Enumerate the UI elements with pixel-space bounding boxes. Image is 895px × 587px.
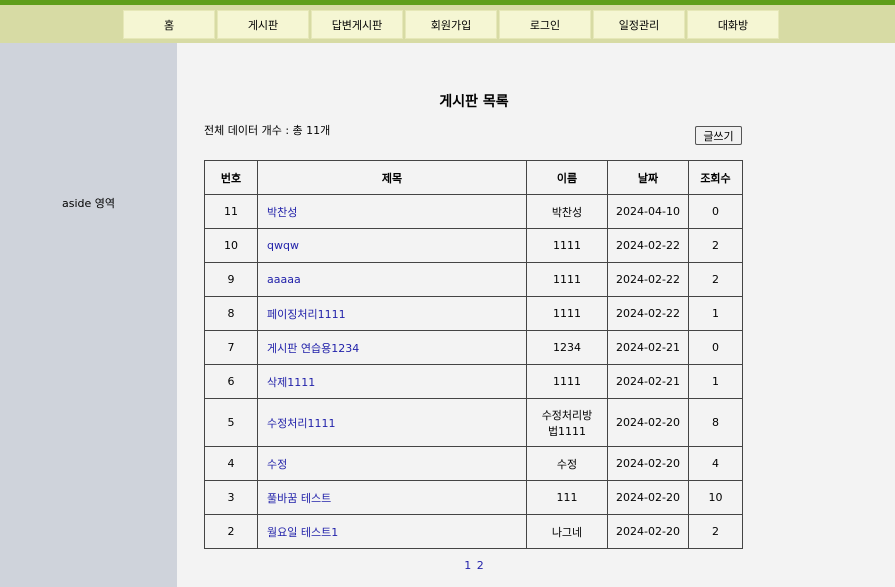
cell-title: 풀바꿈 테스트 (257, 480, 527, 515)
table-row: 9 aaaaa 1111 2024-02-22 2 (204, 262, 743, 297)
table-row: 8 페이징처리1111 1111 2024-02-22 1 (204, 296, 743, 331)
cell-views: 2 (688, 228, 743, 263)
cell-date: 2024-02-20 (607, 514, 689, 549)
page-link-1[interactable]: 1 (464, 559, 472, 572)
table-row: 6 삭제1111 1111 2024-02-21 1 (204, 364, 743, 399)
top-accent-bar (0, 0, 895, 5)
write-button[interactable]: 글쓰기 (695, 126, 742, 145)
cell-date: 2024-04-10 (607, 194, 689, 229)
cell-title: 수정처리1111 (257, 398, 527, 447)
post-title-link[interactable]: 삭제1111 (267, 375, 316, 389)
post-title-link[interactable]: 수정 (267, 457, 288, 471)
post-title-link[interactable]: 페이징처리1111 (267, 307, 346, 321)
top-navigation: 홈 게시판 답변게시판 회원가입 로그인 일정관리 대화방 (0, 5, 895, 43)
aside-panel: aside 영역 (0, 43, 177, 587)
cell-title: 월요일 테스트1 (257, 514, 527, 549)
cell-title: qwqw (257, 228, 527, 263)
cell-date: 2024-02-20 (607, 480, 689, 515)
cell-title: aaaaa (257, 262, 527, 297)
page-link-2[interactable]: 2 (476, 559, 484, 572)
cell-views: 2 (688, 514, 743, 549)
cell-name: 1111 (526, 262, 608, 297)
table-row: 2 월요일 테스트1 나그네 2024-02-20 2 (204, 514, 743, 549)
cell-date: 2024-02-22 (607, 296, 689, 331)
nav-home[interactable]: 홈 (123, 10, 215, 39)
cell-title: 페이징처리1111 (257, 296, 527, 331)
post-title-link[interactable]: 월요일 테스트1 (267, 525, 339, 539)
nav-menu: 홈 게시판 답변게시판 회원가입 로그인 일정관리 대화방 (123, 10, 781, 39)
cell-name: 1111 (526, 228, 608, 263)
post-title-link[interactable]: aaaaa (267, 273, 301, 286)
nav-login[interactable]: 로그인 (499, 10, 591, 39)
cell-name: 1234 (526, 330, 608, 365)
table-row: 4 수정 수정 2024-02-20 4 (204, 446, 743, 481)
cell-title: 박찬성 (257, 194, 527, 229)
total-count: 전체 데이터 개수 : 총 11개 (204, 124, 331, 137)
header-name: 이름 (526, 160, 608, 195)
cell-date: 2024-02-20 (607, 398, 689, 447)
post-title-link[interactable]: 박찬성 (267, 205, 298, 219)
nav-schedule[interactable]: 일정관리 (593, 10, 685, 39)
cell-no: 7 (204, 330, 258, 365)
nav-reply-board[interactable]: 답변게시판 (311, 10, 403, 39)
cell-title: 삭제1111 (257, 364, 527, 399)
table-row: 10 qwqw 1111 2024-02-22 2 (204, 228, 743, 263)
cell-no: 5 (204, 398, 258, 447)
cell-no: 2 (204, 514, 258, 549)
cell-no: 3 (204, 480, 258, 515)
table-row: 11 박찬성 박찬성 2024-04-10 0 (204, 194, 743, 229)
cell-views: 8 (688, 398, 743, 447)
nav-signup[interactable]: 회원가입 (405, 10, 497, 39)
page-title: 게시판 목록 (439, 94, 509, 110)
post-title-link[interactable]: qwqw (267, 239, 299, 252)
cell-name: 1111 (526, 296, 608, 331)
cell-title: 게시판 연습용1234 (257, 330, 527, 365)
cell-views: 2 (688, 262, 743, 297)
post-title-link[interactable]: 게시판 연습용1234 (267, 341, 360, 355)
cell-no: 10 (204, 228, 258, 263)
table-row: 3 풀바꿈 테스트 111 2024-02-20 10 (204, 480, 743, 515)
cell-views: 0 (688, 194, 743, 229)
cell-name: 111 (526, 480, 608, 515)
cell-name: 나그네 (526, 514, 608, 549)
pagination: 1 2 (204, 559, 744, 572)
header-views: 조회수 (688, 160, 743, 195)
cell-date: 2024-02-22 (607, 262, 689, 297)
cell-name: 수정처리방법1111 (526, 398, 608, 447)
cell-title: 수정 (257, 446, 527, 481)
post-title-link[interactable]: 수정처리1111 (267, 416, 336, 430)
cell-views: 10 (688, 480, 743, 515)
cell-views: 0 (688, 330, 743, 365)
cell-no: 8 (204, 296, 258, 331)
post-title-link[interactable]: 풀바꿈 테스트 (267, 491, 332, 505)
header-date: 날짜 (607, 160, 689, 195)
cell-date: 2024-02-22 (607, 228, 689, 263)
table-header-row: 번호 제목 이름 날짜 조회수 (204, 160, 743, 195)
nav-board[interactable]: 게시판 (217, 10, 309, 39)
table-row: 5 수정처리1111 수정처리방법1111 2024-02-20 8 (204, 398, 743, 447)
board-body: 11 박찬성 박찬성 2024-04-10 0 10 qwqw 1111 2024-02-22 2… (204, 194, 743, 549)
cell-date: 2024-02-21 (607, 330, 689, 365)
cell-views: 1 (688, 296, 743, 331)
cell-no: 4 (204, 446, 258, 481)
header-title: 제목 (257, 160, 527, 195)
cell-views: 4 (688, 446, 743, 481)
aside-label: aside 영역 (61, 197, 115, 210)
main-content: 게시판 목록 전체 데이터 개수 : 총 11개 글쓰기 번호 제목 이름 날짜… (177, 43, 895, 587)
cell-date: 2024-02-20 (607, 446, 689, 481)
table-row: 7 게시판 연습용1234 1234 2024-02-21 0 (204, 330, 743, 365)
cell-name: 박찬성 (526, 194, 608, 229)
cell-name: 수정 (526, 446, 608, 481)
header-no: 번호 (204, 160, 258, 195)
cell-no: 11 (204, 194, 258, 229)
cell-name: 1111 (526, 364, 608, 399)
nav-chat[interactable]: 대화방 (687, 10, 779, 39)
cell-date: 2024-02-21 (607, 364, 689, 399)
cell-views: 1 (688, 364, 743, 399)
board-table: 번호 제목 이름 날짜 조회수 11 박찬성 박찬성 2024-04-10 0 10 qwq… (204, 160, 743, 549)
cell-no: 6 (204, 364, 258, 399)
cell-no: 9 (204, 262, 258, 297)
